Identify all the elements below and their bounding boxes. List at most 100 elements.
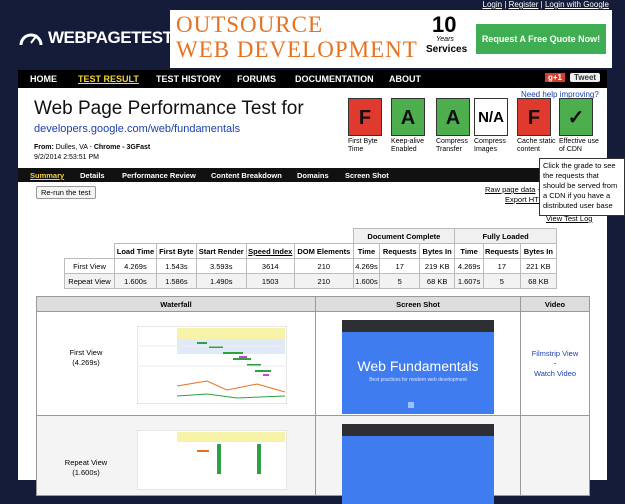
- ad-button[interactable]: Request A Free Quote Now!: [476, 24, 606, 54]
- logo[interactable]: WEBPAGETEST: [48, 28, 173, 47]
- nav-item[interactable]: TEST RESULT: [78, 74, 139, 84]
- screenshot-thumbnail[interactable]: [342, 424, 494, 504]
- column-header: Load Time: [114, 243, 157, 259]
- page-title: Web Page Performance Test for: [34, 98, 304, 119]
- column-header: Video: [520, 296, 590, 312]
- grade-box[interactable]: A: [391, 98, 425, 136]
- result-cell: 210: [294, 273, 354, 289]
- result-cell: 68 KB: [419, 273, 456, 289]
- test-url[interactable]: developers.google.com/web/fundamentals: [34, 123, 241, 135]
- top-links: Login | Register | Login with Google: [482, 0, 609, 9]
- nav-item[interactable]: DOCUMENTATION: [295, 74, 374, 84]
- result-cell: 17: [379, 258, 421, 274]
- rerun-button[interactable]: Re-run the test: [36, 186, 96, 199]
- result-cell: 4.269s: [454, 258, 484, 274]
- tweet-button[interactable]: Tweet: [570, 73, 601, 82]
- video-link[interactable]: Watch Video: [533, 368, 577, 378]
- ad-badge-text: Services: [426, 44, 468, 55]
- column-header: Requests: [379, 243, 421, 259]
- result-cell: 17: [482, 258, 521, 274]
- column-header: First Byte: [155, 243, 197, 259]
- blank-cell: [65, 229, 354, 244]
- result-cell: 1.586s: [155, 273, 197, 289]
- ad-banner[interactable]: OUTSOURCE WEB DEVELOPMENT 10 Years Servi…: [170, 10, 612, 68]
- tab[interactable]: Performance Review: [122, 171, 196, 180]
- tab[interactable]: Content Breakdown: [211, 171, 282, 180]
- view-label: First View (4.269s): [41, 348, 131, 368]
- tab[interactable]: Domains: [297, 171, 329, 180]
- grade-box[interactable]: ✓: [559, 98, 593, 136]
- separator: -: [553, 358, 557, 368]
- tab[interactable]: Screen Shot: [345, 171, 389, 180]
- grade-box[interactable]: F: [517, 98, 551, 136]
- link[interactable]: Register: [508, 0, 539, 9]
- group-header: Fully Loaded: [454, 228, 557, 244]
- waterfall-cell: First View (4.269s): [36, 311, 316, 416]
- result-cell: 1.600s: [352, 273, 381, 289]
- link[interactable]: Login with Google: [544, 0, 609, 9]
- grade-label: First Byte Time: [348, 138, 378, 153]
- grade-box[interactable]: A: [436, 98, 470, 136]
- column-header: Waterfall: [36, 296, 316, 312]
- result-cell: 4.269s: [352, 258, 381, 274]
- blank-cell: [65, 244, 115, 259]
- raw-link[interactable]: Raw page data: [485, 185, 536, 194]
- column-header: Time: [454, 243, 484, 259]
- help-link[interactable]: Need help improving?: [521, 90, 599, 99]
- result-cell: 68 KB: [519, 273, 558, 289]
- column-header: Bytes In: [419, 243, 456, 259]
- result-cell: 1.490s: [195, 273, 247, 289]
- tab[interactable]: Summary: [30, 171, 65, 180]
- grade-box[interactable]: N/A: [474, 98, 508, 136]
- result-row: Repeat View 1.600s 1.586s 1.490s 1503 210 1.60…: [64, 273, 558, 289]
- waterfall-thumbnail[interactable]: [137, 326, 287, 404]
- row-label: First View: [64, 258, 115, 274]
- result-cell: 3.593s: [195, 258, 247, 274]
- grade-label: Effective use of CDN: [559, 138, 599, 153]
- tooltip: Click the grade to see the requests that…: [539, 158, 625, 216]
- link[interactable]: Login: [482, 0, 503, 9]
- nav-bar: HOME TEST RESULT TEST HISTORY FORUMS DOC…: [18, 70, 607, 88]
- column-header: Speed Index: [245, 243, 296, 259]
- nav-item[interactable]: HOME: [30, 74, 57, 84]
- results-table: Document Complete Fully Loaded Load Time Fi…: [64, 228, 558, 289]
- result-cell: 210: [294, 258, 354, 274]
- ad-badge-number: 10: [432, 12, 457, 37]
- log-link[interactable]: View Test Log: [546, 214, 593, 223]
- result-row: First View 4.269s 1.543s 3.593s 3614 210 4.269…: [64, 258, 558, 274]
- filmstrip-link[interactable]: Filmstrip View: [531, 348, 579, 358]
- column-header: Screen Shot: [315, 296, 521, 312]
- screenshot-thumbnail[interactable]: [342, 320, 494, 414]
- nav-item[interactable]: TEST HISTORY: [156, 74, 222, 84]
- gplus-button[interactable]: g+1: [545, 73, 566, 82]
- location: Dulles, VA -: [55, 144, 92, 151]
- tab[interactable]: Details: [80, 171, 105, 180]
- result-cell: 221 KB: [519, 258, 558, 274]
- header-row: Load Time First Byte Start Render Speed Ind…: [65, 243, 558, 259]
- column-header: Time: [352, 243, 381, 259]
- raw-links: Raw page data -: [485, 185, 540, 194]
- view-label: Repeat View (1.600s): [41, 458, 131, 478]
- result-cell: 3614: [245, 258, 296, 274]
- screenshot-subtitle: Best practices for modern web developmen…: [369, 377, 467, 383]
- page: Login | Register | Login with Google WEB…: [18, 0, 625, 504]
- screenshot-cell: [315, 415, 521, 504]
- ad-headline: WEB DEVELOPMENT: [176, 37, 418, 62]
- test-from: From: Dulles, VA - Chrome - 3GFast: [34, 144, 150, 151]
- grade-label: Compress Transfer: [436, 138, 468, 153]
- result-cell: 1.607s: [454, 273, 484, 289]
- browser: Chrome - 3GFast: [93, 144, 151, 151]
- nav-item[interactable]: FORUMS: [237, 74, 276, 84]
- waterfall-thumbnail[interactable]: [137, 430, 287, 490]
- result-cell: 1.600s: [114, 273, 157, 289]
- views-table: Waterfall Screen Shot Video First View (4…: [36, 296, 590, 504]
- row-label: Repeat View: [64, 273, 115, 289]
- grade-box[interactable]: F: [348, 98, 382, 136]
- result-cell: 4.269s: [114, 258, 157, 274]
- column-header: Bytes In: [519, 243, 558, 259]
- ad-headline: OUTSOURCE: [176, 12, 324, 37]
- column-header: Requests: [482, 243, 521, 259]
- nav-item[interactable]: ABOUT: [389, 74, 421, 84]
- screenshot-title: Web Fundamentals: [357, 358, 479, 374]
- result-cell: 1503: [245, 273, 296, 289]
